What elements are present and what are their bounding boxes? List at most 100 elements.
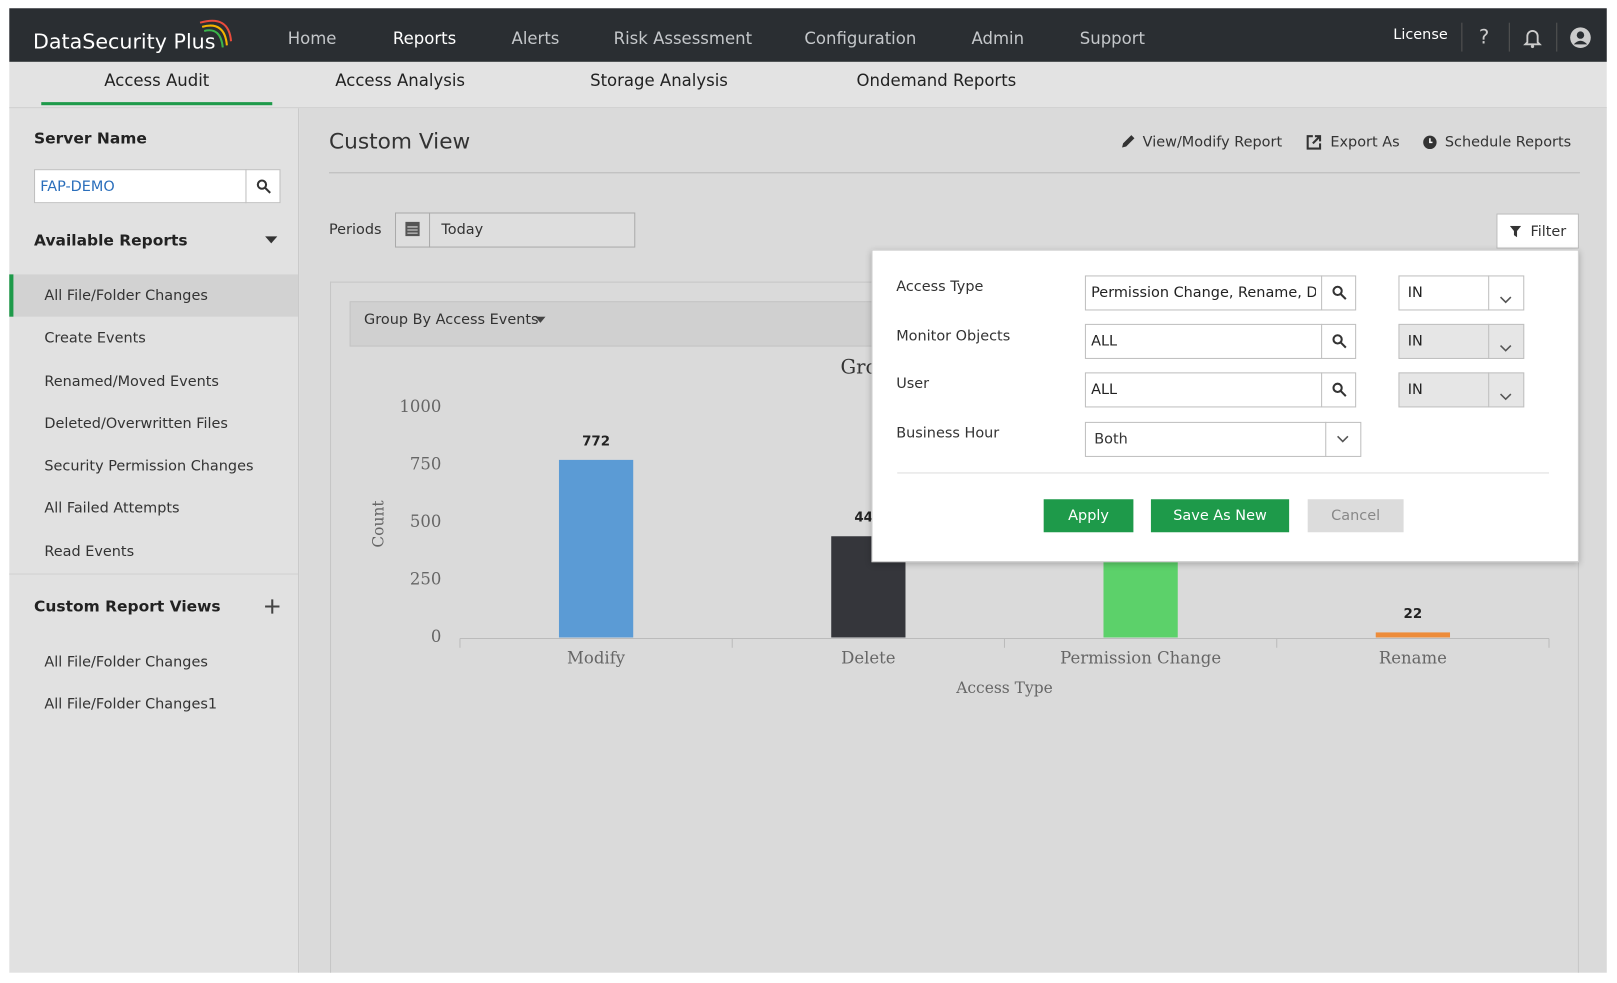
- divider: [1461, 22, 1463, 52]
- group-by-bar: [349, 301, 886, 347]
- selected-item: [9, 274, 299, 317]
- chevron-icon: [1499, 345, 1512, 352]
- filter-input[interactable]: [1084, 275, 1357, 311]
- group-by-dropdown[interactable]: Group By Access Events: [364, 311, 539, 329]
- y-tick-label: 500: [410, 512, 441, 531]
- chevron: [1499, 386, 1512, 401]
- search-icon[interactable]: [256, 178, 273, 195]
- action-link[interactable]: Schedule Reports: [1444, 134, 1572, 151]
- filter-label: Monitor Objects: [896, 328, 1011, 345]
- divider: [1556, 22, 1558, 52]
- divider: [1325, 421, 1327, 457]
- nav-item[interactable]: Admin: [971, 28, 1025, 48]
- sidebar-heading: Custom Report Views: [34, 597, 221, 616]
- report-link[interactable]: All Failed Attempts: [44, 500, 180, 517]
- y-axis-label: Count: [370, 500, 388, 548]
- tab[interactable]: Access Audit: [104, 70, 210, 91]
- report-link[interactable]: Create Events: [44, 330, 146, 347]
- divider: [1488, 323, 1490, 359]
- add-icon[interactable]: [265, 599, 280, 614]
- value-label: 22: [1404, 607, 1423, 622]
- filter-button[interactable]: [1496, 213, 1579, 249]
- value-label: 772: [582, 434, 610, 449]
- top-bar: [9, 8, 1607, 62]
- calendar-button[interactable]: [395, 212, 431, 248]
- search-icon: [1332, 334, 1347, 349]
- search-button[interactable]: [1331, 333, 1348, 350]
- tab[interactable]: Ondemand Reports: [856, 70, 1017, 91]
- operator-select[interactable]: [1398, 372, 1525, 408]
- bar: [558, 459, 634, 638]
- active-tab-underline: [41, 102, 273, 106]
- y-tick-label: 0: [431, 627, 441, 646]
- filter-input[interactable]: [1084, 372, 1357, 408]
- report-link[interactable]: All File/Folder Changes1: [44, 696, 218, 713]
- x-tick-label: Delete: [841, 649, 895, 668]
- period-value: Today: [441, 221, 484, 239]
- divider: [1488, 275, 1490, 311]
- action-link[interactable]: Export As: [1330, 134, 1400, 151]
- filter-icon: [1509, 225, 1522, 238]
- cancel-button[interactable]: Cancel: [1307, 499, 1404, 533]
- y-tick-label: 250: [410, 569, 441, 588]
- x-tick-label: Rename: [1379, 649, 1447, 668]
- report-link[interactable]: Security Permission Changes: [44, 457, 254, 475]
- app-name[interactable]: DataSecurity Plus: [33, 28, 216, 54]
- calendar-icon: [405, 221, 420, 237]
- caret[interactable]: [265, 236, 278, 244]
- search-button[interactable]: [1331, 285, 1348, 302]
- report-link[interactable]: Deleted/Overwritten Files: [44, 415, 228, 433]
- filter-label: User: [896, 375, 930, 392]
- business-hour-select[interactable]: [1084, 421, 1362, 457]
- x-tick-label: Permission Change: [1060, 649, 1221, 668]
- clock-icon: [1423, 135, 1437, 150]
- logo-arc: [199, 19, 233, 48]
- page-title: Custom View: [328, 128, 471, 154]
- filter-label: Business Hour: [896, 424, 1000, 442]
- report-link[interactable]: All File/Folder Changes: [44, 653, 208, 671]
- divider: [1321, 275, 1323, 311]
- operator-select[interactable]: [1398, 275, 1525, 311]
- filter-value: Permission Change, Rename, De: [1091, 284, 1316, 302]
- filter-button-label: Filter: [1530, 223, 1567, 241]
- divider: [245, 169, 247, 204]
- nav-item[interactable]: Risk Assessment: [613, 28, 753, 48]
- report-link[interactable]: Renamed/Moved Events: [44, 373, 219, 390]
- caret[interactable]: [535, 316, 546, 323]
- user-icon[interactable]: [1570, 27, 1592, 49]
- report-link[interactable]: Read Events: [44, 543, 135, 561]
- sidebar-heading[interactable]: Available Reports: [34, 231, 188, 250]
- nav-item[interactable]: Configuration: [804, 28, 917, 48]
- divider: [328, 172, 1580, 174]
- nav-item[interactable]: Reports: [392, 28, 457, 48]
- license-link[interactable]: License: [1393, 26, 1448, 44]
- bar: [1375, 632, 1451, 638]
- search-button[interactable]: [1331, 382, 1348, 399]
- period-select[interactable]: [394, 212, 636, 248]
- y-tick-label: 1000: [399, 397, 441, 416]
- action-link[interactable]: View/Modify Report: [1142, 134, 1283, 151]
- bell-icon[interactable]: [1523, 28, 1542, 49]
- divider: [1321, 372, 1323, 408]
- nav-item[interactable]: Support: [1079, 28, 1146, 48]
- nav-item[interactable]: Home: [287, 28, 337, 48]
- chevron: [1499, 337, 1512, 352]
- tab[interactable]: Storage Analysis: [590, 70, 728, 91]
- filter-value: ALL: [1091, 333, 1118, 350]
- x-tick-label: Modify: [567, 649, 626, 668]
- filter-value: ALL: [1091, 381, 1118, 399]
- tab[interactable]: Access Analysis: [335, 70, 466, 91]
- periods-label: Periods: [328, 221, 382, 239]
- server-input[interactable]: [34, 169, 281, 204]
- operator-select[interactable]: [1398, 323, 1525, 359]
- nav-item[interactable]: Alerts: [511, 28, 560, 48]
- save-as-new-button[interactable]: Save As New: [1150, 499, 1290, 533]
- divider: [9, 573, 299, 575]
- filter-input[interactable]: [1084, 323, 1357, 359]
- apply-button[interactable]: Apply: [1043, 499, 1134, 533]
- help-icon[interactable]: ?: [1478, 25, 1490, 49]
- business-hour-value: Both: [1094, 431, 1128, 448]
- report-link[interactable]: All File/Folder Changes: [44, 287, 208, 305]
